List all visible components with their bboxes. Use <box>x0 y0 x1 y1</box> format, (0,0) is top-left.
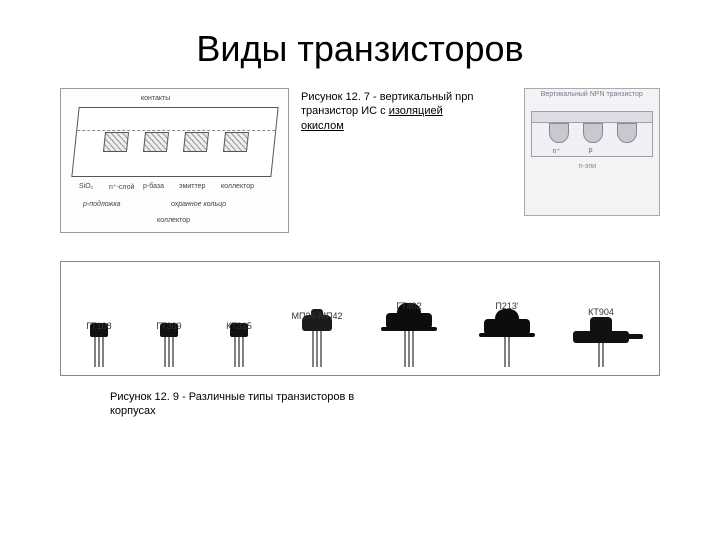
transistor-label: П213' <box>477 301 537 311</box>
caption-12-7-line1: Рисунок 12. 7 - вертикальный npn <box>301 91 474 103</box>
caption-12-7: Рисунок 12. 7 - вертикальный npn транзис… <box>301 88 506 133</box>
figure-npn-cross: Вертикальный NPN транзистор n⁺ p n-эпи <box>524 88 660 216</box>
label-guard: охранное кольцо <box>171 201 226 208</box>
fr-well-2 <box>583 123 603 143</box>
figure-npn-title: Вертикальный NPN транзистор <box>525 91 659 98</box>
transistor-cap <box>484 319 530 335</box>
transistor-cap <box>386 313 432 329</box>
transistor-leads <box>235 337 244 367</box>
fr-oxide <box>531 111 653 123</box>
transistor-leads <box>599 343 604 367</box>
caption-12-7-line2a: транзистор ИС с <box>301 105 389 117</box>
transistor-label: МП39-МП42 <box>287 311 347 321</box>
fr-lbl-p: p <box>589 147 593 154</box>
label-collector2: коллектор <box>157 217 190 224</box>
label-collector: коллектор <box>221 183 254 190</box>
transistor-label: ГТ309 <box>139 321 199 331</box>
label-pbase: p-база <box>143 183 164 190</box>
label-sio2: SiO₂ <box>79 183 93 190</box>
transistor-leads <box>313 331 322 367</box>
transistor-leads <box>505 335 510 367</box>
transistor-leads <box>95 337 104 367</box>
transistor-label: КТ315 <box>209 321 269 331</box>
label-nplus: n⁺-слой <box>109 183 134 191</box>
figure-12-9: ГТ108 ГТ309 КТ315 МП39-МП42 ГТ402 П213' КТ904 <box>60 261 660 376</box>
fr-well-1 <box>549 123 569 143</box>
transistor-cap <box>573 331 629 343</box>
label-emitter: эмиттер <box>179 183 205 190</box>
transistor-leads <box>165 337 174 367</box>
caption-12-7-u1: изоляцией <box>389 105 443 117</box>
ic-slab <box>71 107 278 177</box>
fr-lbl-n: n⁺ <box>553 147 561 155</box>
page-title: Виды транзисторов <box>0 0 720 88</box>
fr-lbl-epi: n-эпи <box>579 163 597 170</box>
transistor-leads <box>405 329 414 367</box>
figure-12-7: контакты SiO₂ n⁺-слой p-база эмиттер кол… <box>60 88 289 233</box>
caption-12-7-u2: окислом <box>301 120 344 132</box>
fr-well-3 <box>617 123 637 143</box>
transistor-label: КТ904 <box>571 307 631 317</box>
label-substrate: p-подложка <box>83 201 121 208</box>
caption-12-9: Рисунок 12. 9 - Различные типы транзисто… <box>110 390 360 419</box>
figure-row-1: контакты SiO₂ n⁺-слой p-база эмиттер кол… <box>0 88 720 233</box>
transistor-label: ГТ108 <box>69 321 129 331</box>
label-contacts: контакты <box>141 95 170 102</box>
transistor-label: ГТ402 <box>379 301 439 311</box>
